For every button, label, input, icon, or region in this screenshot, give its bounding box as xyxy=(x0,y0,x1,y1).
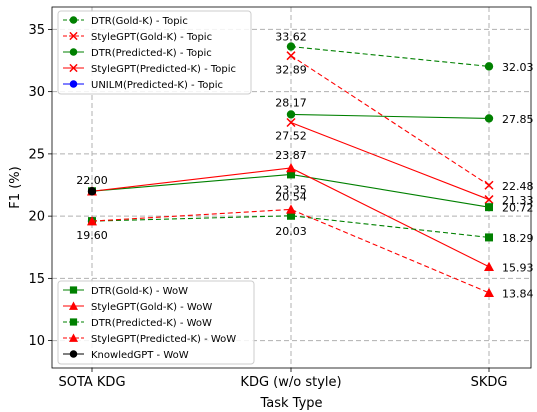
data-labels: 22.00 19.60 33.62 32.89 28.17 27.52 23.87 23.35… xyxy=(76,31,533,301)
y-tick-label-15: 15 xyxy=(28,272,45,287)
data-label-20-72: 20.72 xyxy=(502,202,534,215)
legend-upper-left: DTR(Gold-K) - Topic StyleGPT(Gold-K) - To… xyxy=(57,10,252,95)
legend-label-dtr-predicted-k-wow: DTR(Predicted-K) - WoW xyxy=(91,318,212,329)
series-point-dtr-gold-k-topic-1 xyxy=(286,42,296,51)
series-line-dtr-predicted-k-topic xyxy=(290,113,490,119)
legend-marker-dtr-predicted-k-topic xyxy=(69,48,78,56)
legend-label-knowledgpt-wow: KnowledGPT - WoW xyxy=(91,350,189,361)
data-label-21-33: 21.33 xyxy=(502,194,534,207)
legend-entry-stylegpt-gold-k-topic: StyleGPT(Gold-K) - Topic xyxy=(63,31,212,43)
data-label-22-48: 22.48 xyxy=(502,180,534,193)
series-line-stylegpt-predicted-k-topic xyxy=(290,122,490,201)
legend-entry-dtr-predicted-k-topic: DTR(Predicted-K) - Topic xyxy=(63,48,212,59)
series-point-stylegpt-gold-k-wow-1 xyxy=(286,162,296,173)
series-point-stylegpt-predicted-k-wow-0 xyxy=(87,216,97,226)
series-point-dtr-predicted-k-topic-1 xyxy=(286,110,296,119)
legend-marker-dtr-predicted-k-wow xyxy=(69,318,78,326)
legend-marker-dtr-gold-k-wow xyxy=(69,286,78,294)
legend-entry-stylegpt-gold-k-wow: StyleGPT(Gold-K) - WoW xyxy=(63,301,212,313)
series-point-dtr-predicted-k-wow-2 xyxy=(485,233,493,242)
legend-label-dtr-gold-k-wow: DTR(Gold-K) - WoW xyxy=(91,286,188,297)
data-label-15-93: 15.93 xyxy=(502,261,534,274)
series-point-stylegpt-gold-k-topic-2 xyxy=(484,180,494,190)
legend-marker-stylegpt-gold-k-wow xyxy=(69,301,78,310)
series-point-dtr-gold-k-wow-1 xyxy=(287,170,295,179)
series-point-stylegpt-predicted-k-topic-2 xyxy=(484,195,494,205)
x-tick-label-kdg-w-o-style: KDG (w/o style) xyxy=(240,375,341,390)
series-stylegpt-predicted-k-wow xyxy=(87,204,494,298)
legend-marker-knowledgpt-wow xyxy=(69,350,78,358)
legend-marker-stylegpt-predicted-k-topic xyxy=(69,63,78,73)
y-tick-label-25: 25 xyxy=(28,147,45,162)
y-axis-label: F1 (%) xyxy=(8,166,23,208)
legends: DTR(Gold-K) - Topic StyleGPT(Gold-K) - To… xyxy=(57,10,255,365)
data-label-28-17: 28.17 xyxy=(275,96,307,109)
series-point-dtr-predicted-k-topic-2 xyxy=(484,114,494,123)
legend-entry-dtr-gold-k-wow: DTR(Gold-K) - WoW xyxy=(63,286,188,297)
data-label-32-03: 32.03 xyxy=(502,61,534,74)
series-line-dtr-predicted-k-wow xyxy=(91,215,490,238)
data-label-20-54: 20.54 xyxy=(275,190,307,203)
y-tick-label-30: 30 xyxy=(28,85,45,100)
x-axis-label: Task Type xyxy=(259,396,322,411)
y-tick-label-20: 20 xyxy=(28,210,45,225)
data-label-13-84: 13.84 xyxy=(502,287,534,300)
series-point-stylegpt-gold-k-wow-2 xyxy=(484,261,494,272)
legend-label-unilm-predicted-k-topic: UNILM(Predicted-K) - Topic xyxy=(91,80,223,91)
series-layer xyxy=(87,42,494,298)
series-knowledgpt-wow xyxy=(87,187,97,196)
data-label-32-89: 32.89 xyxy=(275,64,307,77)
legend-box-upper-left xyxy=(57,10,252,95)
legend-entry-dtr-predicted-k-wow: DTR(Predicted-K) - WoW xyxy=(63,318,212,329)
x-tick-label-skdg: SKDG xyxy=(471,375,508,390)
legend-marker-unilm-predicted-k-topic xyxy=(69,80,78,88)
data-label-22-00: 22.00 xyxy=(76,174,108,187)
series-point-stylegpt-predicted-k-wow-2 xyxy=(484,287,494,298)
legend-label-stylegpt-predicted-k-wow: StyleGPT(Predicted-K) - WoW xyxy=(91,334,236,345)
legend-marker-stylegpt-gold-k-topic xyxy=(69,31,78,41)
y-tick-label-35: 35 xyxy=(28,23,45,38)
series-point-dtr-gold-k-topic-2 xyxy=(484,62,494,71)
data-label-19-60: 19.60 xyxy=(76,229,108,242)
series-stylegpt-predicted-k-topic xyxy=(286,117,494,205)
series-point-stylegpt-predicted-k-topic-1 xyxy=(286,117,296,128)
legend-marker-dtr-gold-k-topic xyxy=(69,16,78,24)
series-point-stylegpt-gold-k-topic-1 xyxy=(286,51,296,61)
legend-entry-stylegpt-predicted-k-topic: StyleGPT(Predicted-K) - Topic xyxy=(63,63,236,75)
legend-entry-unilm-predicted-k-topic: UNILM(Predicted-K) - Topic xyxy=(63,80,223,91)
series-point-knowledgpt-wow-0 xyxy=(87,187,97,196)
data-label-27-85: 27.85 xyxy=(502,113,534,126)
axes: 10 15 20 25 30 35 SOTA KDG KDG (w/o style) SKDG xyxy=(28,23,507,390)
series-line-dtr-gold-k-topic xyxy=(290,46,490,67)
legend-marker-stylegpt-predicted-k-wow xyxy=(69,333,78,342)
legend-lower-left: DTR(Gold-K) - WoW StyleGPT(Gold-K) - WoW D… xyxy=(57,280,255,365)
legend-entry-stylegpt-predicted-k-wow: StyleGPT(Predicted-K) - WoW xyxy=(63,333,236,345)
series-line-stylegpt-predicted-k-wow xyxy=(91,208,490,294)
legend-label-stylegpt-gold-k-wow: StyleGPT(Gold-K) - WoW xyxy=(91,302,212,313)
series-point-dtr-predicted-k-wow-1 xyxy=(287,211,295,220)
data-label-20-03: 20.03 xyxy=(275,225,307,238)
legend-entry-knowledgpt-wow: KnowledGPT - WoW xyxy=(63,350,189,361)
series-stylegpt-gold-k-topic xyxy=(286,51,494,190)
series-dtr-gold-k-topic xyxy=(286,42,494,71)
data-label-33-62: 33.62 xyxy=(275,31,307,44)
legend-label-dtr-predicted-k-topic: DTR(Predicted-K) - Topic xyxy=(91,48,212,59)
legend-label-stylegpt-predicted-k-topic: StyleGPT(Predicted-K) - Topic xyxy=(91,64,236,75)
data-label-23-35: 23.35 xyxy=(275,183,307,196)
series-dtr-predicted-k-topic xyxy=(286,110,494,123)
legend-label-dtr-gold-k-topic: DTR(Gold-K) - Topic xyxy=(91,16,188,27)
y-tick-label-10: 10 xyxy=(28,334,45,349)
data-label-27-52: 27.52 xyxy=(275,130,307,143)
legend-box-lower-left xyxy=(57,280,255,365)
x-tick-label-sota-kdg: SOTA KDG xyxy=(58,375,125,390)
data-label-23-87: 23.87 xyxy=(275,149,307,162)
plot-frame xyxy=(51,6,532,369)
legend-label-stylegpt-gold-k-topic: StyleGPT(Gold-K) - Topic xyxy=(91,32,212,43)
data-label-18-29: 18.29 xyxy=(502,232,534,245)
series-point-stylegpt-predicted-k-wow-1 xyxy=(286,204,296,214)
series-point-dtr-gold-k-wow-2 xyxy=(485,203,493,212)
legend-entry-dtr-gold-k-topic: DTR(Gold-K) - Topic xyxy=(63,16,188,27)
